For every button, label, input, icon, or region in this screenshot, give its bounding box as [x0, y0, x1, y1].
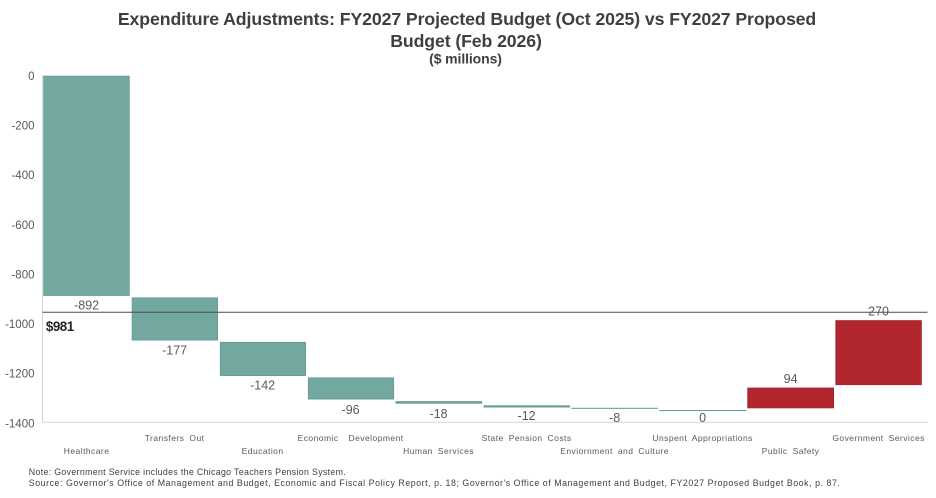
svg-text:Government Services: Government Services	[832, 433, 924, 443]
svg-text:94: 94	[784, 372, 798, 386]
svg-text:-18: -18	[430, 407, 448, 421]
svg-text:-8: -8	[609, 411, 620, 425]
svg-text:Unspent Appropriations: Unspent Appropriations	[652, 433, 752, 443]
svg-text:State Pension Costs: State Pension Costs	[482, 433, 572, 443]
svg-text:-1400: -1400	[5, 418, 34, 430]
svg-text:Public Safety: Public Safety	[762, 446, 820, 456]
svg-text:Education: Education	[242, 446, 284, 456]
svg-text:Human Services: Human Services	[403, 446, 474, 456]
svg-text:Expenditure Adjustments: FY202: Expenditure Adjustments: FY2027 Projecte…	[118, 9, 816, 29]
svg-text:-200: -200	[11, 121, 34, 133]
svg-text:$981: $981	[46, 319, 75, 334]
svg-text:Healthcare: Healthcare	[64, 446, 110, 456]
svg-text:-12: -12	[518, 409, 536, 423]
svg-text:0: 0	[699, 411, 706, 425]
svg-text:Enviornment and Culture: Enviornment and Culture	[560, 446, 669, 456]
svg-text:Source: Governor's Office of M: Source: Governor's Office of Management …	[29, 478, 841, 488]
svg-text:($ millions): ($ millions)	[429, 50, 502, 66]
svg-text:270: 270	[868, 305, 889, 319]
svg-text:-800: -800	[11, 269, 34, 281]
svg-text:Budget (Feb 2026): Budget (Feb 2026)	[390, 31, 542, 51]
svg-text:-1000: -1000	[5, 319, 34, 331]
svg-text:Note: Government Service inclu: Note: Government Service includes the Ch…	[29, 467, 346, 477]
svg-text:0: 0	[28, 71, 34, 83]
svg-text:-142: -142	[250, 379, 275, 393]
svg-text:-1200: -1200	[5, 369, 34, 381]
svg-text:-96: -96	[342, 403, 360, 417]
svg-text:Transfers Out: Transfers Out	[145, 433, 205, 443]
svg-text:Economic Development: Economic Development	[298, 433, 404, 443]
svg-text:-400: -400	[11, 170, 34, 182]
svg-text:-892: -892	[74, 298, 99, 312]
svg-text:-177: -177	[162, 343, 187, 357]
svg-text:-600: -600	[11, 220, 34, 232]
